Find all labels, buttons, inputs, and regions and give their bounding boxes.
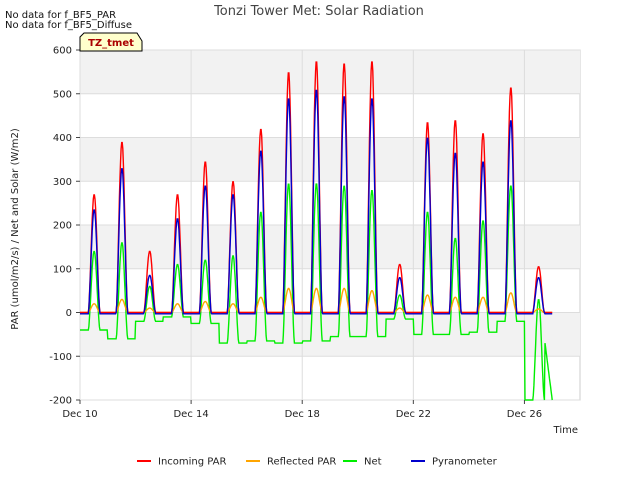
y-tick-label: 0 bbox=[66, 308, 72, 319]
x-tick-label: Dec 18 bbox=[285, 409, 320, 420]
series-line-incoming-par bbox=[80, 61, 553, 314]
grid-band bbox=[80, 50, 580, 94]
x-tick-label: Dec 14 bbox=[173, 409, 208, 420]
chart-title: Tonzi Tower Met: Solar Radiation bbox=[213, 4, 424, 19]
y-tick-label: 200 bbox=[53, 221, 72, 232]
y-tick-label: 600 bbox=[53, 46, 72, 57]
x-axis-label: Time bbox=[553, 425, 578, 436]
badge: TZ_tmet bbox=[79, 32, 143, 52]
series-line-pyranometer bbox=[80, 89, 553, 315]
x-tick-label: Dec 26 bbox=[507, 409, 542, 420]
legend: Incoming PAR Reflected PAR Net Pyranometer bbox=[137, 457, 498, 468]
legend-label: Net bbox=[364, 457, 382, 468]
grid-band bbox=[80, 225, 580, 269]
badge-label: TZ_tmet bbox=[88, 38, 134, 49]
series-line-net bbox=[80, 183, 553, 401]
y-tick-label: -200 bbox=[49, 396, 72, 407]
y-tick-label: 300 bbox=[53, 177, 72, 188]
badge-shape bbox=[79, 32, 143, 52]
y-tick-label: 400 bbox=[53, 133, 72, 144]
plot-area bbox=[79, 49, 581, 401]
legend-label: Pyranometer bbox=[432, 457, 498, 468]
y-tick-label: 500 bbox=[53, 89, 72, 100]
y-axis-label: PAR (umol/m2/s) / Net and Solar (W/m2) bbox=[10, 128, 21, 330]
legend-label: Incoming PAR bbox=[158, 457, 227, 468]
y-tick-label: 100 bbox=[53, 264, 72, 275]
legend-label: Reflected PAR bbox=[267, 457, 336, 468]
no-data-note-2: No data for f_BF5_Diffuse bbox=[5, 20, 132, 31]
grid-band bbox=[80, 137, 580, 182]
x-tick-label: Dec 10 bbox=[62, 409, 97, 420]
no-data-note-1: No data for f_BF5_PAR bbox=[5, 10, 116, 21]
y-tick-label: -100 bbox=[49, 352, 72, 363]
x-tick-label: Dec 22 bbox=[396, 409, 431, 420]
